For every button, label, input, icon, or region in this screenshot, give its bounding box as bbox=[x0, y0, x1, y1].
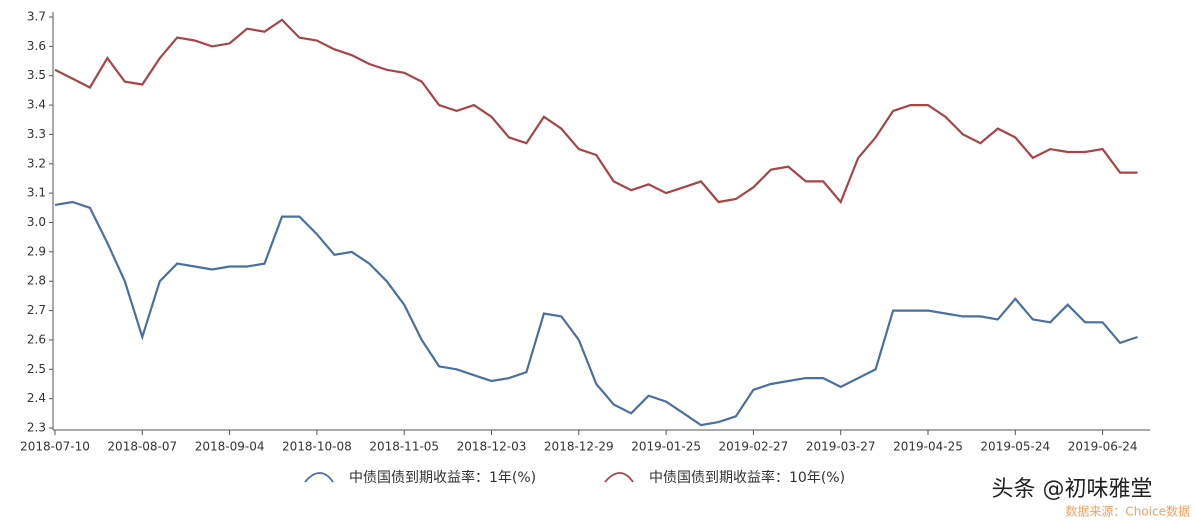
legend-label: 中债国债到期收益率：10年(%) bbox=[649, 469, 845, 486]
y-tick-label: 2.4 bbox=[27, 391, 46, 405]
y-tick-label: 3.2 bbox=[27, 156, 46, 170]
x-tick-label: 2019-06-24 bbox=[1068, 440, 1138, 454]
y-tick-label: 3.7 bbox=[27, 10, 46, 24]
x-tick-label: 2018-09-04 bbox=[195, 440, 265, 454]
line-series bbox=[54, 18, 1138, 205]
x-tick-label: 2018-10-08 bbox=[282, 440, 352, 454]
y-tick-label: 3.5 bbox=[27, 68, 46, 82]
legend-swatch bbox=[604, 472, 634, 483]
source: 数据来源：Choice数据 bbox=[1065, 504, 1190, 519]
y-tick-label: 2.6 bbox=[27, 332, 46, 346]
y-tick-label: 3.3 bbox=[27, 127, 46, 141]
x-tick-label: 2019-02-27 bbox=[719, 440, 789, 454]
x-tick-label: 2019-01-25 bbox=[631, 440, 701, 454]
y-tick-label: 2.5 bbox=[27, 362, 46, 376]
legend-label: 中债国债到期收益率：1年(%) bbox=[349, 469, 536, 486]
y-tick-label: 2.7 bbox=[27, 303, 46, 317]
y-tick-label: 2.3 bbox=[27, 421, 46, 435]
x-tick-label: 2018-07-10 bbox=[20, 440, 90, 454]
line-series bbox=[54, 200, 1138, 427]
y-tick-label: 3.4 bbox=[27, 98, 46, 112]
watermark: 头条 @初味雅堂 bbox=[992, 477, 1153, 502]
y-tick-label: 3.6 bbox=[27, 39, 46, 53]
x-tick-label: 2018-12-03 bbox=[457, 440, 527, 454]
y-tick-label: 3.0 bbox=[27, 215, 46, 229]
y-tick-label: 2.8 bbox=[27, 274, 46, 288]
y-tick-label: 2.9 bbox=[27, 244, 46, 258]
y-tick-label: 3.1 bbox=[27, 186, 46, 200]
x-tick-label: 2019-03-27 bbox=[806, 440, 876, 454]
x-tick-label: 2019-05-24 bbox=[980, 440, 1050, 454]
x-tick-label: 2018-11-05 bbox=[369, 440, 439, 454]
x-tick-label: 2019-04-25 bbox=[893, 440, 963, 454]
legend-swatch bbox=[304, 472, 334, 483]
x-tick-label: 2018-12-29 bbox=[544, 440, 614, 454]
x-tick-label: 2018-08-07 bbox=[107, 440, 177, 454]
